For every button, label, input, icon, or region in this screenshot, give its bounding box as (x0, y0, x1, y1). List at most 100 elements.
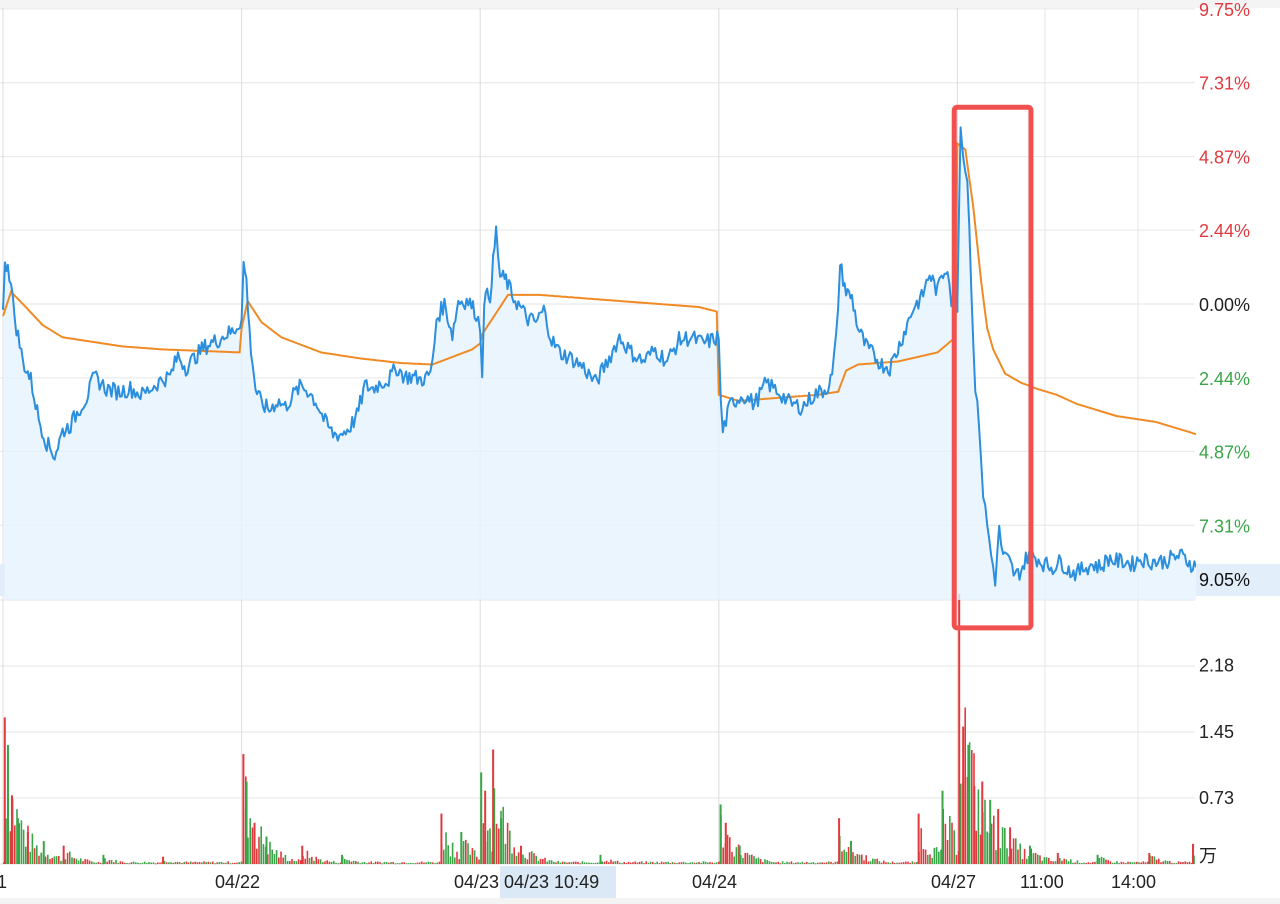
volume-bar (174, 861, 177, 864)
volume-bar (616, 860, 619, 864)
volume-bar (33, 848, 36, 864)
volume-bar (335, 862, 337, 864)
volume-bar (949, 815, 951, 864)
volume-bar (1041, 860, 1043, 864)
volume-bar (733, 856, 735, 864)
volume-bar (251, 827, 254, 864)
volume-bar (797, 862, 799, 864)
volume-bar (425, 862, 427, 864)
volume-bar (1109, 861, 1112, 864)
volume-bar (553, 861, 555, 864)
volume-bar (861, 854, 863, 864)
volume-bar (561, 861, 564, 864)
volume-bar (867, 861, 870, 864)
volume-bar (755, 858, 757, 864)
volume-bar (282, 857, 284, 864)
volume-bar (586, 862, 588, 864)
volume-bar (9, 831, 12, 864)
volume-bar (599, 854, 602, 864)
volume-bar (152, 862, 155, 864)
date-label: 04/23 (454, 872, 499, 892)
volume-bar (658, 863, 661, 865)
volume-bar (132, 861, 135, 864)
volume-bar (568, 862, 570, 864)
volume-bar (1081, 863, 1083, 865)
volume-bar (1089, 862, 1092, 864)
volume-bar (289, 861, 291, 864)
volume-bar (128, 863, 130, 865)
volume-bar (981, 781, 984, 864)
volume-bar (256, 848, 258, 864)
volume-bar (113, 862, 115, 864)
volume-bar (678, 862, 680, 864)
volume-bar (975, 830, 977, 864)
volume-bar (234, 862, 236, 864)
volume-bar (922, 849, 925, 864)
volume-bar (614, 861, 617, 864)
volume-bar (1166, 860, 1169, 864)
volume-bar (913, 862, 916, 864)
volume-bar (36, 845, 38, 864)
volume-bar (236, 862, 238, 864)
volume-bar (291, 858, 293, 864)
time-label: 14:00 (1111, 872, 1156, 892)
volume-bar (231, 862, 234, 864)
volume-bar (460, 831, 463, 864)
volume-bar (823, 862, 826, 864)
volume-bar (941, 790, 944, 864)
volume-bar (1133, 862, 1136, 864)
volume-bar (803, 862, 806, 864)
volume-bar (493, 788, 496, 864)
volume-bar (907, 861, 909, 864)
volume-bar (555, 862, 557, 864)
volume-bar (418, 862, 421, 864)
volume-bar (704, 861, 707, 864)
volume-bar (810, 862, 812, 864)
volume-bar (1153, 856, 1156, 864)
volume-bar (878, 861, 881, 864)
volume-bar (209, 862, 212, 864)
volume-bar (363, 862, 366, 864)
volume-bar (242, 754, 245, 864)
volume-bar (117, 862, 119, 864)
volume-bar (1098, 857, 1101, 864)
volume-bar (176, 861, 179, 864)
price-tick-label: 4.87% (1199, 148, 1250, 168)
volume-bar (889, 862, 892, 864)
volume-bar (799, 862, 801, 864)
volume-bar (852, 852, 854, 864)
volume-bar (854, 855, 856, 864)
volume-bar (883, 860, 885, 864)
volume-bar (566, 862, 568, 864)
volume-bar (300, 860, 302, 864)
volume-bar (73, 858, 75, 864)
date-label: 04/24 (692, 872, 737, 892)
volume-bar (898, 862, 900, 864)
volume-bar (1118, 863, 1120, 865)
volume-bar (874, 859, 876, 864)
volume-bar (946, 840, 949, 864)
volume-bar (379, 862, 381, 864)
volume-bar (1125, 863, 1127, 865)
volume-axis: 2.18 1.45 0.73 万 (1199, 655, 1234, 866)
volume-bar (421, 861, 423, 864)
volume-bar (438, 861, 441, 864)
volume-bar (814, 863, 817, 865)
bottom-strip (0, 898, 1280, 904)
volume-bar (500, 818, 503, 864)
volume-bar (258, 836, 260, 864)
volume-bar (225, 862, 227, 864)
volume-bar (550, 860, 553, 864)
volume-bar (830, 861, 832, 864)
volume-bar (751, 854, 753, 864)
time-axis: 04/21 04/22 04/23 04/24 04/27 11:00 14:00 (0, 872, 1156, 892)
volume-bar (1162, 861, 1164, 864)
volume-bar (757, 857, 760, 864)
volume-bar (1136, 861, 1138, 864)
volume-bar (1087, 862, 1090, 864)
volume-bar (929, 854, 931, 864)
volume-bar (731, 851, 733, 864)
volume-bar (718, 861, 720, 864)
volume-bar (995, 850, 997, 864)
